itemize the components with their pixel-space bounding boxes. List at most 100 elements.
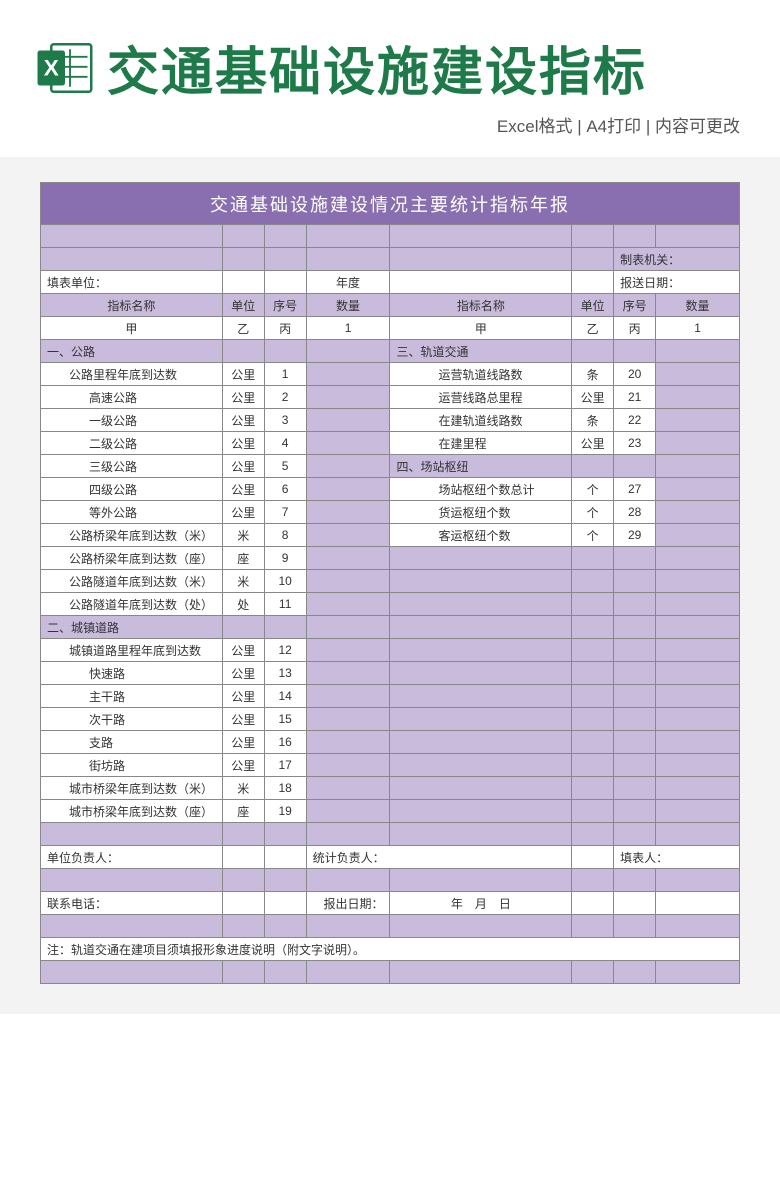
row-name-r: 货运枢纽个数: [390, 501, 572, 524]
row-name: 三级公路: [41, 455, 223, 478]
row-unit-r: [572, 570, 614, 593]
row-seq: 12: [264, 639, 306, 662]
row-seq: 8: [264, 524, 306, 547]
row-qty-r: [656, 363, 740, 386]
row-qty-r: [656, 616, 740, 639]
report-date: 报送日期：: [614, 271, 740, 294]
row-unit: 座: [222, 800, 264, 823]
row-qty: [306, 777, 390, 800]
table-title: 交通基础设施建设情况主要统计指标年报: [41, 183, 740, 225]
row-seq-r: [614, 777, 656, 800]
row-unit-r: [572, 662, 614, 685]
row-seq-r: [614, 340, 656, 363]
row-unit-r: 条: [572, 363, 614, 386]
row-name: 快速路: [41, 662, 223, 685]
row-name-r: [390, 593, 572, 616]
row-seq-r: 28: [614, 501, 656, 524]
row-qty-r: [656, 570, 740, 593]
row-qty: [306, 800, 390, 823]
row-qty: [306, 478, 390, 501]
row-unit: 座: [222, 547, 264, 570]
row-seq-r: 21: [614, 386, 656, 409]
row-name: 高速公路: [41, 386, 223, 409]
row-unit-r: 公里: [572, 386, 614, 409]
row-name-r: [390, 616, 572, 639]
row-seq-r: 29: [614, 524, 656, 547]
h-seq2: 序号: [614, 294, 656, 317]
row-qty-r: [656, 708, 740, 731]
row-qty: [306, 593, 390, 616]
row-qty: [306, 547, 390, 570]
row-name-r: 在建轨道线路数: [390, 409, 572, 432]
row-qty: [306, 363, 390, 386]
row-unit: 公里: [222, 501, 264, 524]
row-qty: [306, 708, 390, 731]
row-seq-r: 27: [614, 478, 656, 501]
row-seq-r: 20: [614, 363, 656, 386]
row-name-r: 场站枢纽个数总计: [390, 478, 572, 501]
row-unit-r: [572, 547, 614, 570]
row-qty: [306, 754, 390, 777]
row-name: 一、公路: [41, 340, 223, 363]
row-name-r: [390, 685, 572, 708]
row-name-r: [390, 777, 572, 800]
row-name: 公路隧道年底到达数（处）: [41, 593, 223, 616]
row-qty-r: [656, 685, 740, 708]
row-qty-r: [656, 455, 740, 478]
row-seq: 13: [264, 662, 306, 685]
row-name-r: [390, 547, 572, 570]
excel-icon: X: [35, 38, 95, 98]
row-name-r: 三、轨道交通: [390, 340, 572, 363]
org-label: 制表机关：: [614, 248, 740, 271]
row-qty: [306, 570, 390, 593]
row-seq-r: [614, 708, 656, 731]
row-seq: 19: [264, 800, 306, 823]
row-name: 公路桥梁年底到达数（座）: [41, 547, 223, 570]
row-qty-r: [656, 593, 740, 616]
h-name: 指标名称: [41, 294, 223, 317]
year-label: 年度: [306, 271, 390, 294]
row-qty-r: [656, 639, 740, 662]
row-name: 等外公路: [41, 501, 223, 524]
row-name-r: 客运枢纽个数: [390, 524, 572, 547]
row-qty-r: [656, 524, 740, 547]
row-unit-r: [572, 455, 614, 478]
row-seq-r: [614, 570, 656, 593]
row-name-r: [390, 754, 572, 777]
h-qty2: 数量: [656, 294, 740, 317]
row-qty: [306, 501, 390, 524]
h-name2: 指标名称: [390, 294, 572, 317]
row-seq-r: 23: [614, 432, 656, 455]
row-qty-r: [656, 478, 740, 501]
row-seq: 15: [264, 708, 306, 731]
row-seq: 18: [264, 777, 306, 800]
row-seq: 7: [264, 501, 306, 524]
row-seq: [264, 340, 306, 363]
svg-text:X: X: [44, 55, 59, 80]
row-seq-r: [614, 639, 656, 662]
banner-subtitle: Excel格式 | A4打印 | 内容可更改: [0, 112, 780, 137]
row-seq-r: [614, 662, 656, 685]
row-unit-r: [572, 800, 614, 823]
row-unit: 公里: [222, 363, 264, 386]
row-name-r: [390, 708, 572, 731]
row-qty-r: [656, 731, 740, 754]
row-seq-r: [614, 616, 656, 639]
row-seq-r: [614, 685, 656, 708]
row-name-r: 运营线路总里程: [390, 386, 572, 409]
row-qty-r: [656, 386, 740, 409]
row-seq-r: [614, 547, 656, 570]
row-seq-r: [614, 800, 656, 823]
phone-label: 联系电话：: [41, 892, 223, 915]
row-seq: 6: [264, 478, 306, 501]
row-unit: 公里: [222, 662, 264, 685]
row-unit: 米: [222, 570, 264, 593]
row-name: 一级公路: [41, 409, 223, 432]
row-unit: 公里: [222, 432, 264, 455]
row-seq: 16: [264, 731, 306, 754]
row-name-r: 四、场站枢纽: [390, 455, 572, 478]
row-unit: 公里: [222, 731, 264, 754]
report-table: 交通基础设施建设情况主要统计指标年报制表机关：填表单位：年度报送日期：指标名称单…: [40, 182, 740, 984]
row-seq-r: [614, 731, 656, 754]
row-unit: 处: [222, 593, 264, 616]
